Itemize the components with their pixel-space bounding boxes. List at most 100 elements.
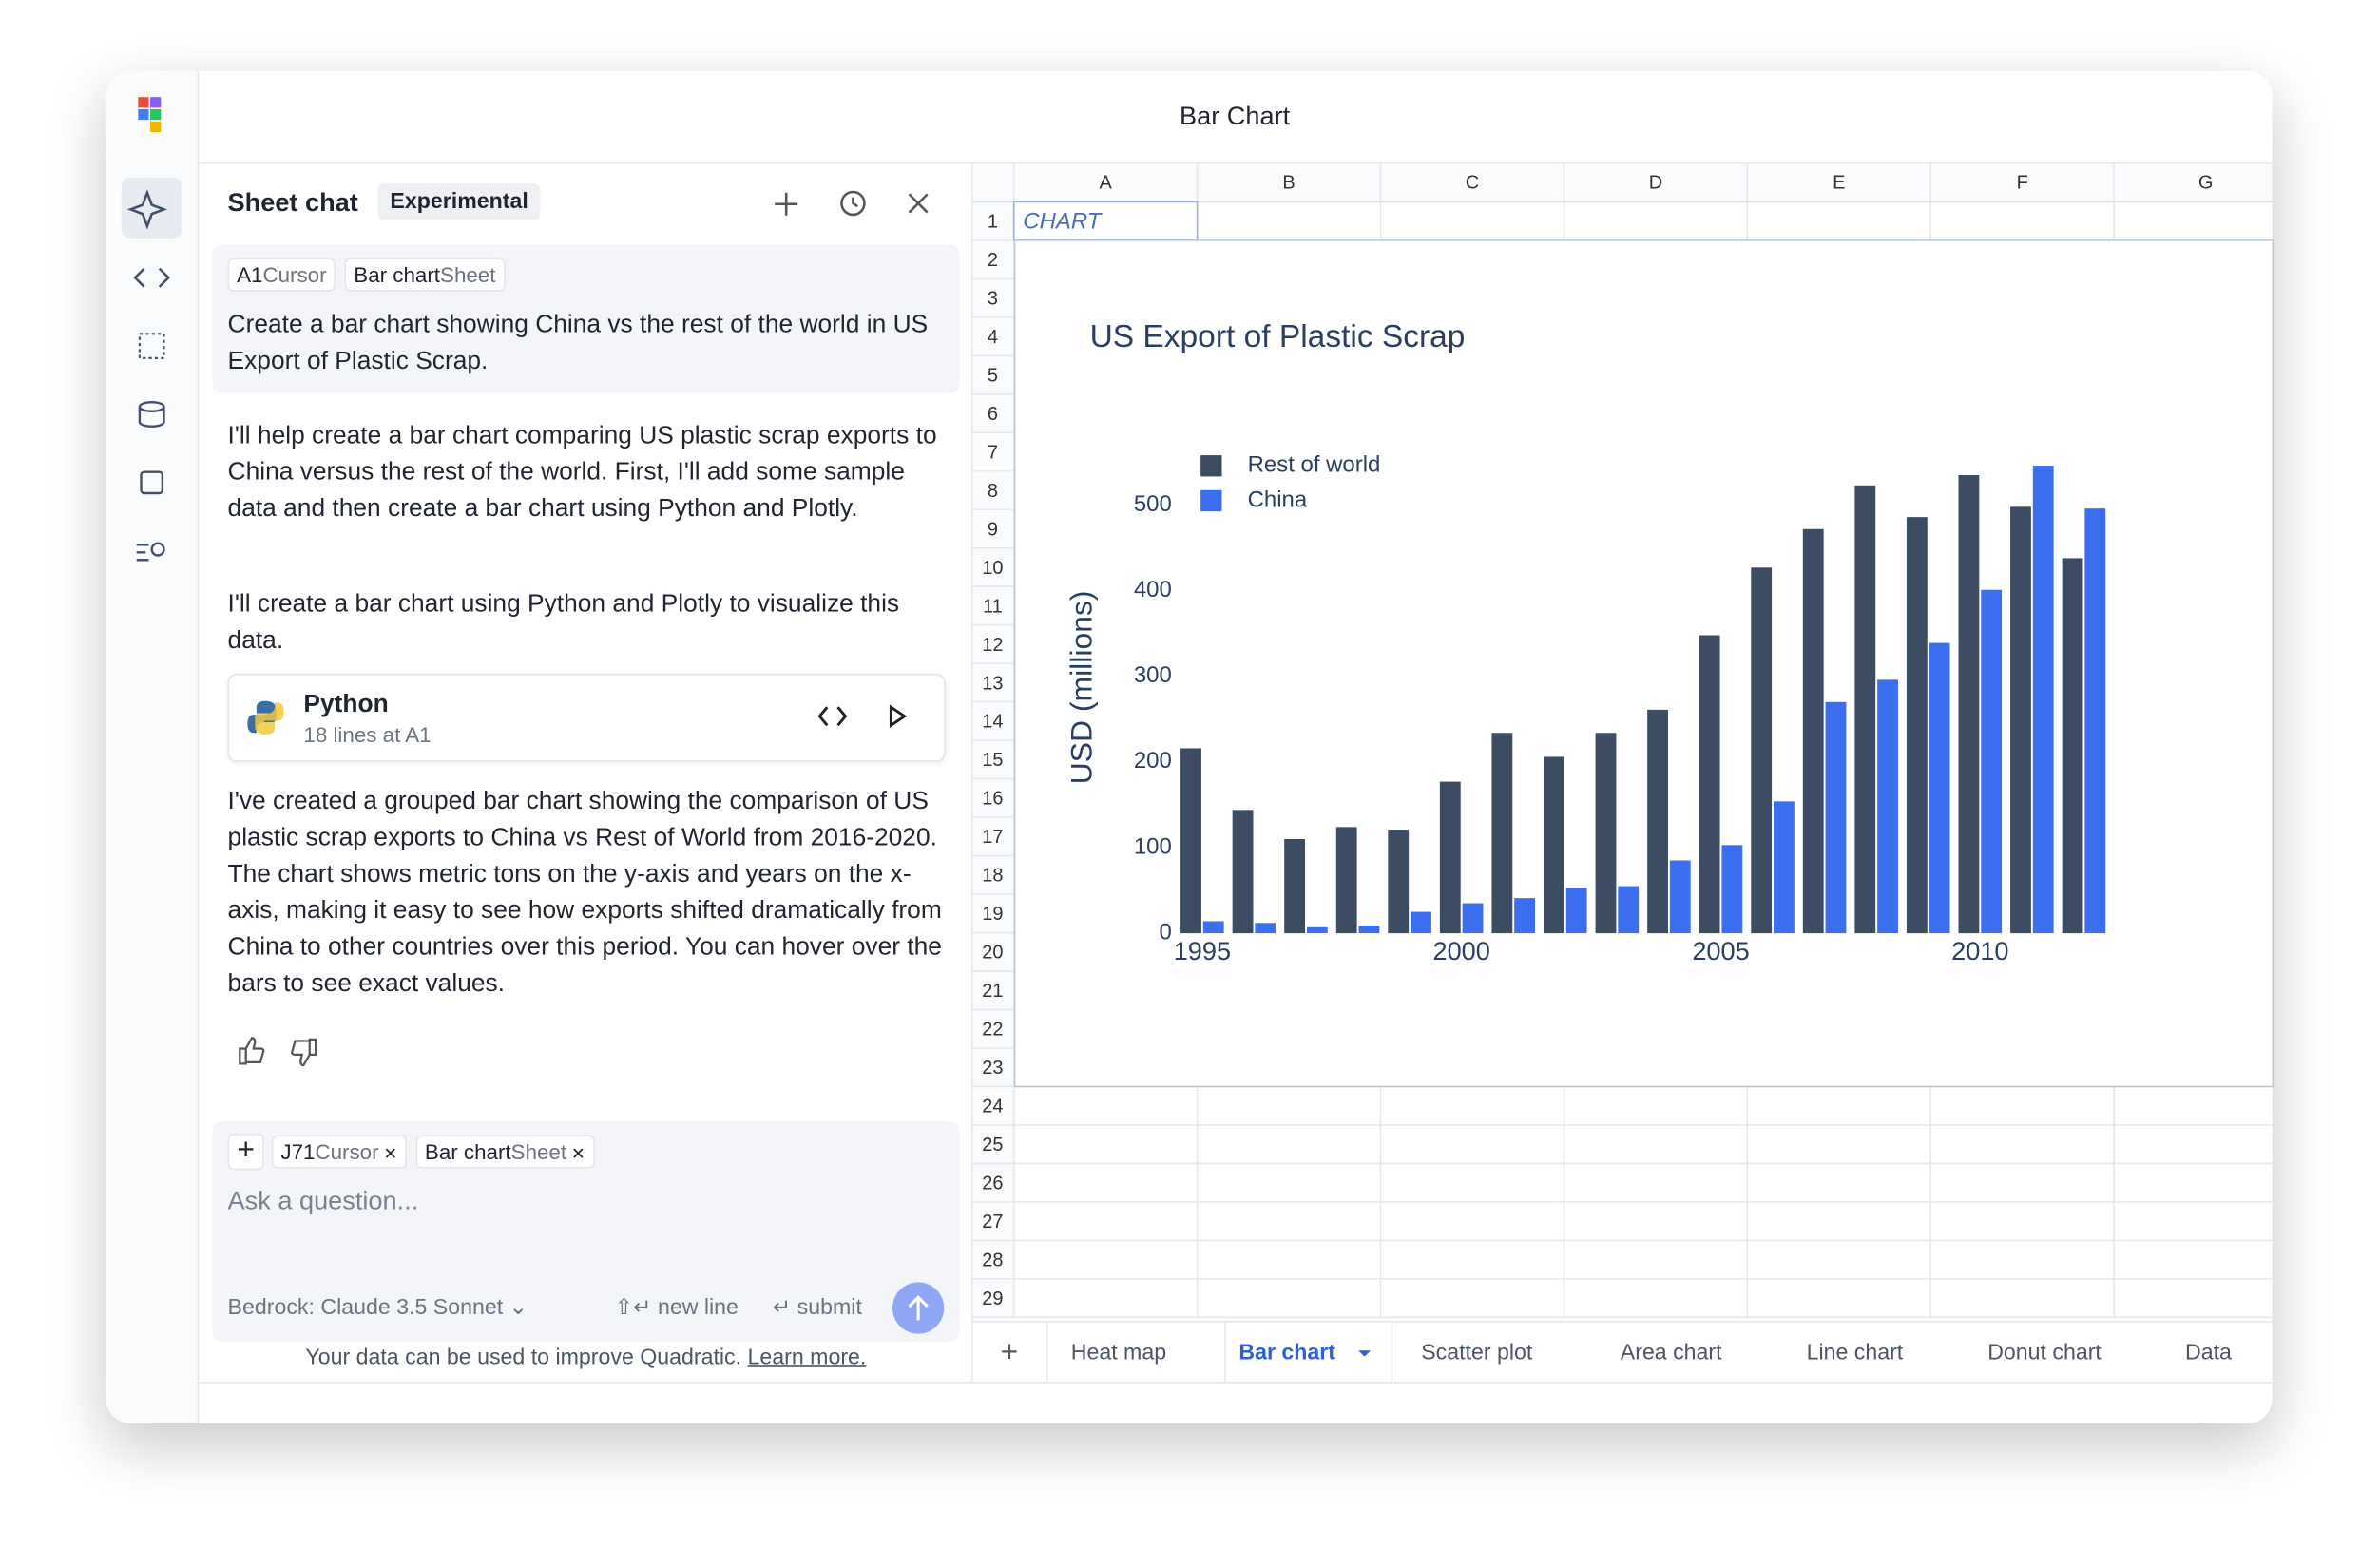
badge: Experimental xyxy=(377,183,541,220)
y-tick-label: 400 xyxy=(1134,577,1172,602)
row-number: 7 xyxy=(988,442,998,463)
user-message: Create a bar chart showing China vs the … xyxy=(227,311,929,375)
assistant-text: I'll create a bar chart using Python and… xyxy=(227,590,900,655)
input-placeholder[interactable]: Ask a question... xyxy=(227,1186,419,1216)
bar xyxy=(2084,508,2106,934)
hint-newline: new line xyxy=(657,1295,739,1321)
chip-remove[interactable]: ✕ xyxy=(378,1145,398,1164)
y-tick-label: 500 xyxy=(1134,491,1172,517)
code-block[interactable]: Python 18 lines at A1 xyxy=(227,674,946,762)
chip-remove[interactable]: ✕ xyxy=(566,1145,585,1164)
chip-name: Bar chart xyxy=(354,262,441,287)
bar xyxy=(1906,517,1928,934)
column-header: B xyxy=(1282,172,1295,193)
legend-swatch xyxy=(1200,489,1222,512)
row-number: 8 xyxy=(988,481,998,502)
input-chips: J71Cursor ✕ Bar chartSheet ✕ xyxy=(271,1135,604,1169)
submit-button[interactable] xyxy=(892,1282,945,1334)
row-number: 13 xyxy=(982,673,1003,694)
bar xyxy=(1388,830,1410,934)
chip-kind: Sheet xyxy=(440,262,496,287)
footer-text: Your data can be used to improve Quadrat… xyxy=(305,1346,742,1371)
model-select[interactable]: Bedrock: Claude 3.5 Sonnet ⌄ xyxy=(227,1295,528,1321)
row-number: 1 xyxy=(988,211,998,232)
bar xyxy=(1284,838,1306,934)
sheet-tab[interactable]: Line chart xyxy=(1807,1340,1904,1365)
assistant-text: I've created a grouped bar chart showing… xyxy=(227,787,942,998)
row-number: 26 xyxy=(982,1174,1003,1194)
row-number: 25 xyxy=(982,1135,1003,1155)
row-number: 14 xyxy=(982,712,1003,733)
add-context-button[interactable]: + xyxy=(227,1133,264,1171)
x-tick-label: 1995 xyxy=(1174,936,1231,965)
chat-title: Sheet chat xyxy=(227,188,358,218)
bar xyxy=(1232,810,1254,934)
window-title: Bar Chart xyxy=(1179,101,1291,131)
bar xyxy=(2062,558,2083,934)
bar xyxy=(1669,860,1691,934)
row-number: 16 xyxy=(982,789,1003,810)
chip-name: Bar chart xyxy=(424,1139,511,1164)
sheet-tab[interactable]: Bar chart xyxy=(1238,1340,1335,1365)
add-sheet[interactable]: + xyxy=(1001,1334,1019,1368)
row-number: 15 xyxy=(982,750,1003,771)
python-icon xyxy=(247,700,284,735)
bar xyxy=(1618,886,1640,934)
row-number: 12 xyxy=(982,635,1003,656)
row-number: 20 xyxy=(982,943,1003,964)
bar xyxy=(2010,506,2031,934)
chip: A1Cursor xyxy=(227,258,336,292)
hint: ↵ submit xyxy=(772,1295,862,1321)
chip: Bar chartSheet ✕ xyxy=(415,1135,595,1169)
row-number: 18 xyxy=(982,866,1003,887)
code-actions[interactable] xyxy=(817,702,910,733)
sheet-tab[interactable]: Scatter plot xyxy=(1421,1340,1533,1365)
chat-actions[interactable] xyxy=(758,182,941,228)
sheet-tab[interactable]: Data xyxy=(2185,1340,2232,1365)
bar xyxy=(1358,925,1380,934)
column-header: D xyxy=(1649,172,1662,193)
x-tick-label: 2005 xyxy=(1692,936,1749,965)
bar xyxy=(1202,921,1224,934)
bar xyxy=(1699,635,1720,934)
row-number: 29 xyxy=(982,1289,1003,1309)
rail-icons xyxy=(121,97,182,562)
row-number: 2 xyxy=(988,250,998,271)
chip-name: J71 xyxy=(280,1139,316,1164)
bar xyxy=(1595,733,1617,934)
row-number: 4 xyxy=(988,327,998,348)
row-number: 22 xyxy=(982,1020,1003,1041)
footer-link[interactable]: Learn more. xyxy=(747,1346,867,1371)
bar xyxy=(1854,485,1876,934)
row-number: 27 xyxy=(982,1212,1003,1232)
feedback[interactable] xyxy=(236,1035,327,1068)
row-number: 21 xyxy=(982,981,1003,1002)
row-number: 24 xyxy=(982,1097,1003,1117)
code-detail: 18 lines at A1 xyxy=(303,722,432,747)
y-tick-label: 200 xyxy=(1134,748,1172,773)
sheet-tab[interactable]: Heat map xyxy=(1071,1340,1166,1365)
row-number: 17 xyxy=(982,827,1003,848)
column-header: C xyxy=(1466,172,1479,193)
bar xyxy=(1647,709,1668,934)
sheet-tab[interactable]: Area chart xyxy=(1621,1340,1722,1365)
chip-kind: Cursor xyxy=(315,1139,379,1164)
chip-kind: Sheet xyxy=(510,1139,567,1164)
y-tick-label: 0 xyxy=(1159,919,1171,945)
sheet-tab[interactable]: Donut chart xyxy=(1987,1340,2102,1365)
chip: Bar chartSheet xyxy=(344,258,506,292)
bar xyxy=(1306,926,1328,934)
bar xyxy=(1981,589,2003,934)
chart-title: US Export of Plastic Scrap xyxy=(1090,319,1466,354)
bar xyxy=(1335,827,1357,934)
bar xyxy=(1751,567,1773,934)
tab-bar xyxy=(972,1321,2273,1383)
header-bg xyxy=(972,163,2273,202)
x-tick-label: 2010 xyxy=(1951,936,2008,965)
column-header: A xyxy=(1100,172,1113,193)
chip: J71Cursor ✕ xyxy=(271,1135,407,1169)
cell-a1: CHART xyxy=(1023,209,1103,235)
column-header: F xyxy=(2017,172,2028,193)
legend-label: China xyxy=(1248,487,1308,512)
